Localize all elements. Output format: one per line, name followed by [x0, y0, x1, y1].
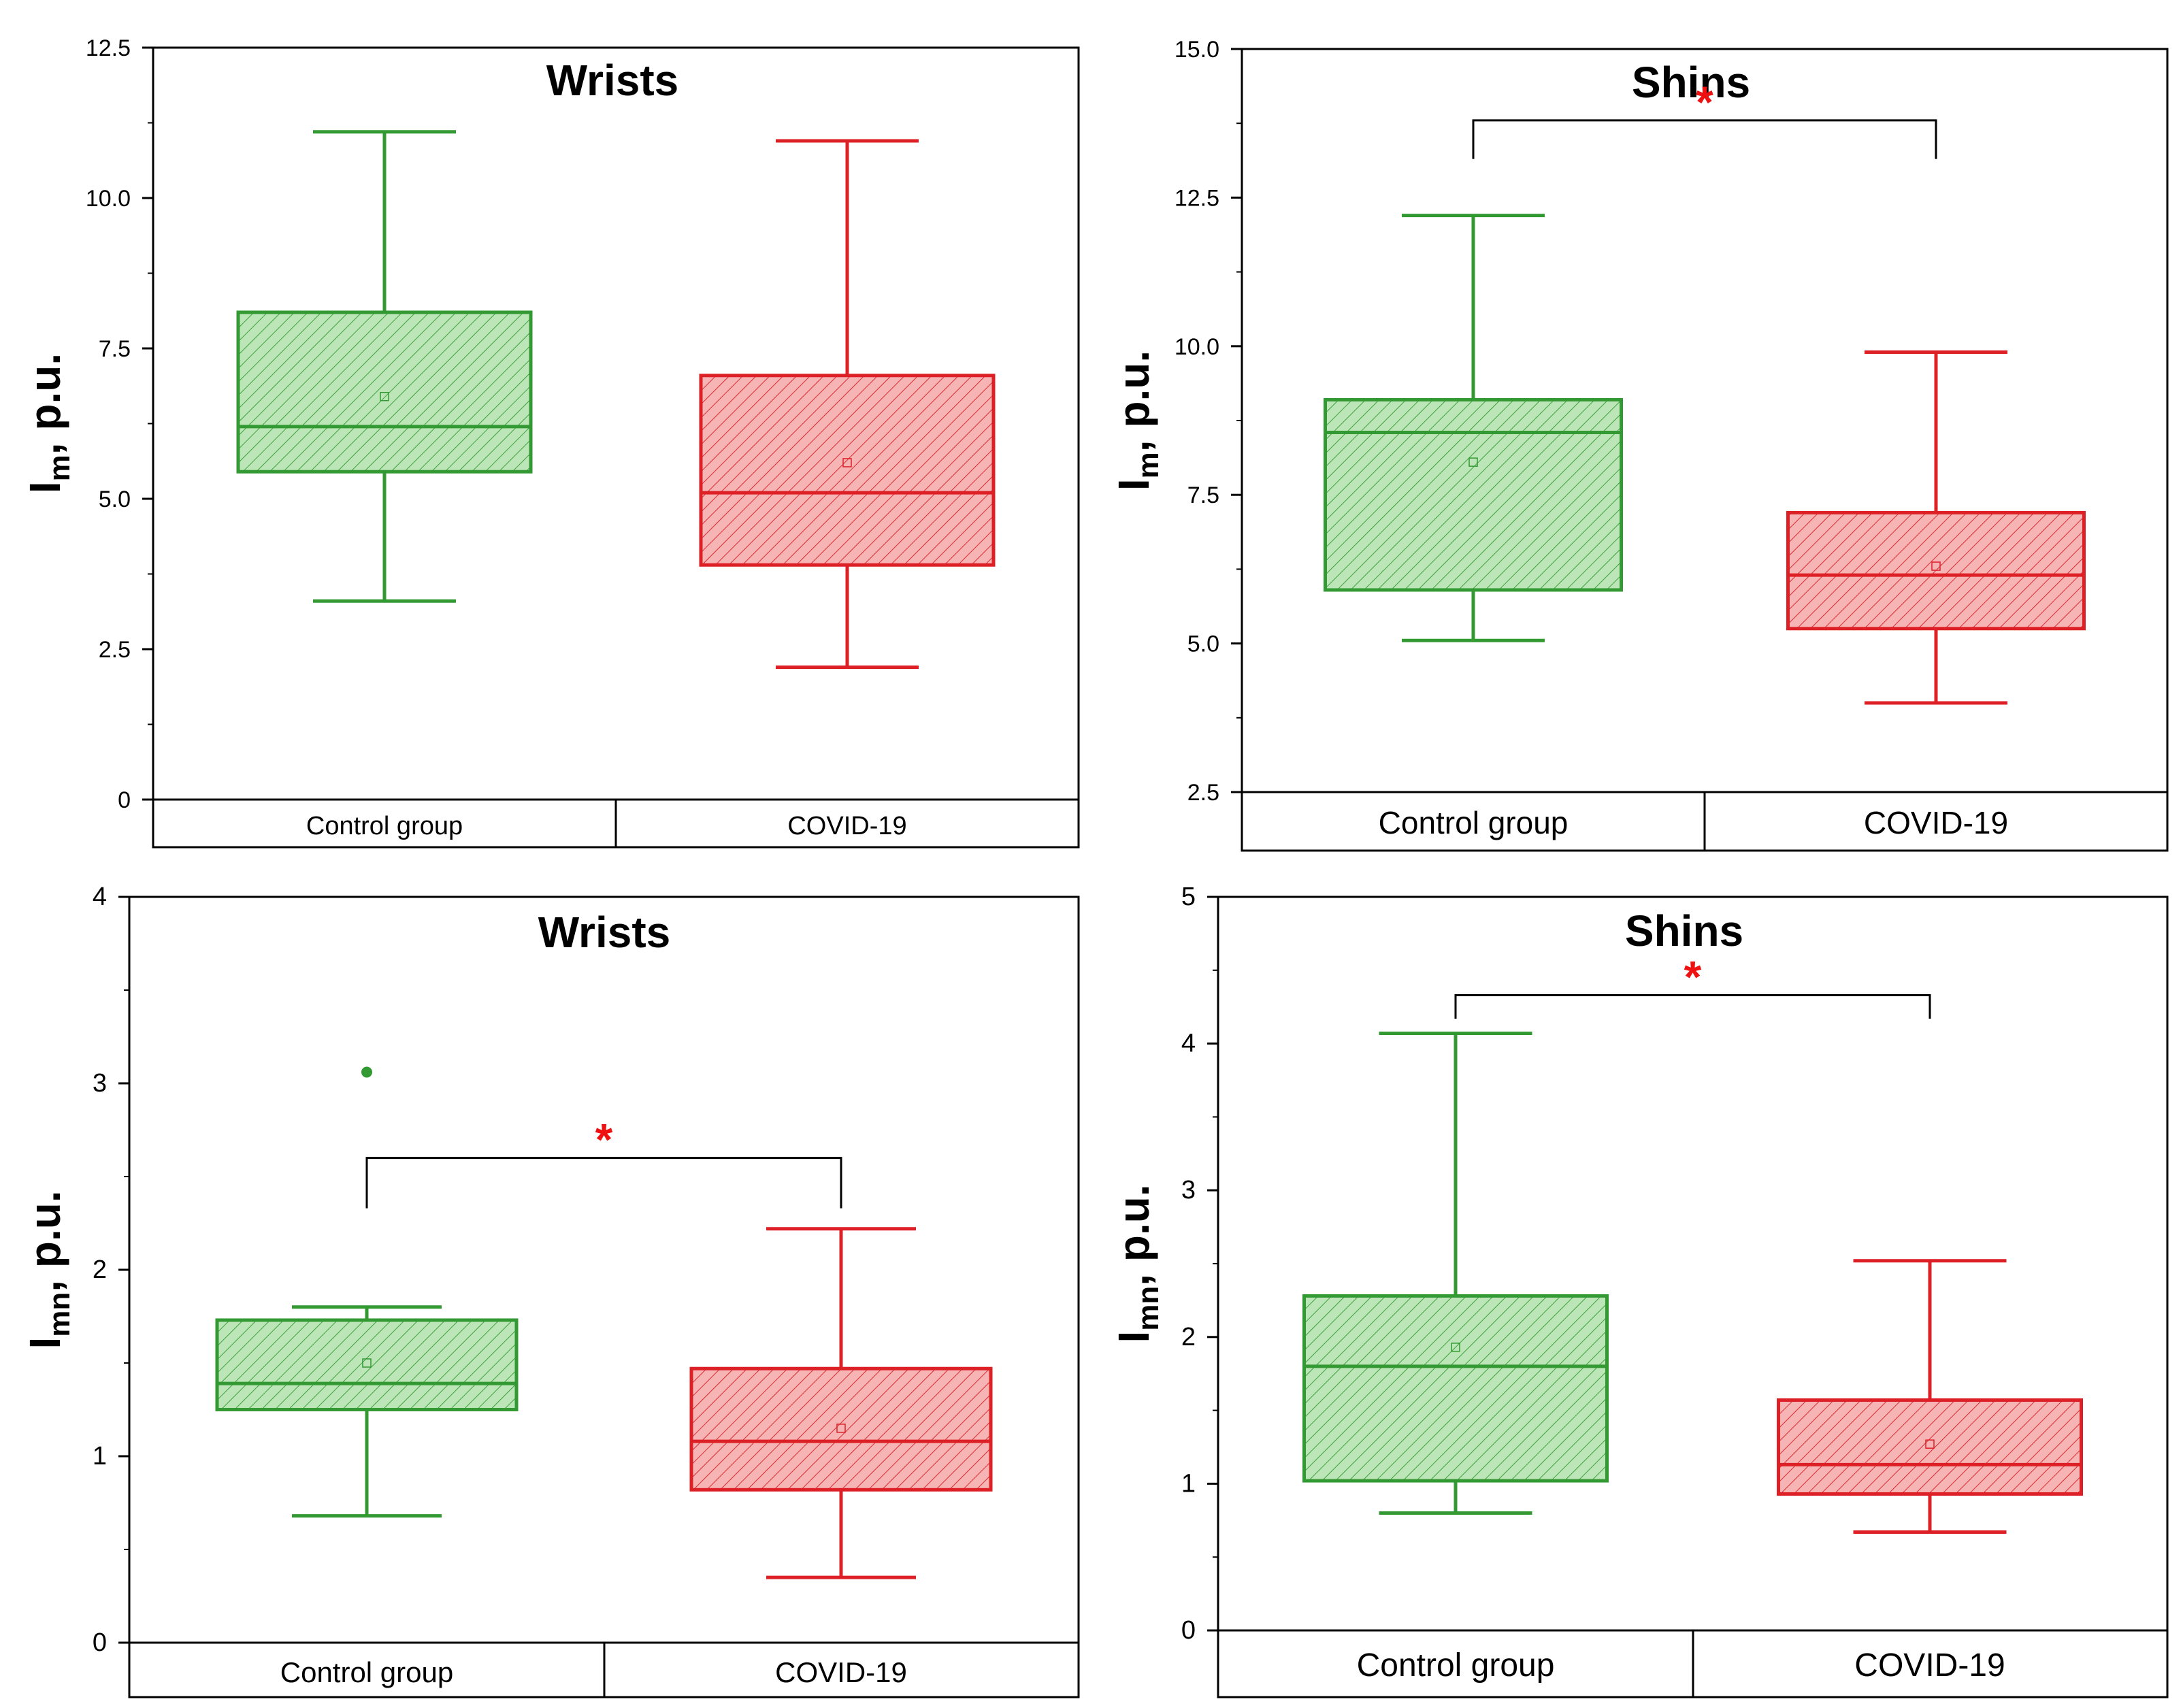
y-tick-label: 4	[1181, 1030, 1196, 1058]
y-tick-label: 4	[93, 883, 107, 911]
y-ticks: 0 1 2 3 4	[93, 883, 129, 1657]
y-tick-label: 10.0	[1175, 334, 1219, 360]
chart-title: Wrists	[546, 56, 678, 105]
y-tick-label: 0	[1181, 1616, 1196, 1645]
y-tick-label: 0	[93, 1628, 107, 1657]
y-tick-label: 12.5	[86, 35, 131, 61]
y-tick-label: 1	[93, 1442, 107, 1471]
box-covid-19	[699, 139, 996, 670]
plot-frame	[128, 896, 1080, 1644]
y-tick-label: 7.5	[99, 336, 131, 362]
y-ticks: 0 1 2 3 4 5	[1181, 883, 1218, 1645]
box-covid-19	[689, 1227, 993, 1579]
box-covid-19	[1777, 1259, 2083, 1534]
y-ticks: 2.5 5.0 7.5 10.0 12.5 15.0	[1175, 37, 1242, 806]
chart-panel-wrists-im: Control group COVID-19 Wrists Im, p.u. 0…	[20, 35, 1080, 849]
box-iqr	[1777, 1398, 2083, 1496]
y-axis-label-subscript: mn	[43, 1292, 76, 1337]
y-axis-label-unit: , p.u.	[1109, 350, 1158, 452]
y-tick-label: 1	[1181, 1469, 1196, 1498]
significance-star: *	[1696, 77, 1713, 127]
significance-star: *	[595, 1115, 613, 1165]
box-control-group	[1324, 214, 1623, 642]
y-tick-label: 5.0	[1187, 631, 1219, 657]
chart-panel-wrists-imn: Control group COVID-19 Wrists Imn, p.u. …	[20, 883, 1080, 1698]
y-tick-label: 12.5	[1175, 185, 1219, 211]
category-label-control: Control group	[306, 812, 463, 840]
y-axis-label-subscript: mn	[1132, 1286, 1165, 1331]
mean-marker	[1468, 457, 1478, 467]
box-control-group	[236, 130, 533, 603]
boxes	[215, 1066, 993, 1579]
significance-annotation: *	[1454, 951, 1931, 1019]
y-tick-label: 3	[93, 1069, 107, 1098]
y-axis-label-subscript: m	[1132, 452, 1165, 478]
box-iqr	[215, 1318, 519, 1411]
y-tick-label: 7.5	[1187, 482, 1219, 508]
category-label-covid: COVID-19	[1864, 805, 2008, 840]
box-iqr	[689, 1366, 993, 1492]
boxes	[236, 130, 996, 670]
y-axis-label-main: I	[1109, 478, 1158, 491]
y-axis-label: Imn, p.u.	[20, 1190, 76, 1349]
box-iqr	[699, 374, 996, 567]
box-covid-19	[1786, 350, 2086, 705]
y-ticks: 0 2.5 5.0 7.5 10.0 12.5	[86, 35, 153, 813]
category-label-control: Control group	[1357, 1647, 1555, 1684]
boxes	[1324, 214, 2086, 705]
significance-annotation: *	[1472, 77, 1937, 159]
significance-bracket	[1472, 119, 1937, 159]
mean-marker	[1925, 1439, 1935, 1449]
category-label-control: Control group	[1379, 805, 1569, 840]
y-axis-label-unit: , p.u.	[1109, 1184, 1158, 1285]
y-tick-label: 3	[1181, 1176, 1196, 1204]
y-tick-label: 10.0	[86, 186, 131, 212]
y-axis-label-subscript: m	[43, 455, 76, 481]
y-axis-label: Im, p.u.	[1109, 350, 1165, 491]
outlier-point	[361, 1066, 372, 1078]
mean-marker	[380, 391, 389, 401]
y-axis-label: Im, p.u.	[20, 353, 76, 493]
y-axis-label-main: I	[20, 1337, 69, 1349]
y-tick-label: 5.0	[99, 487, 131, 512]
category-label-covid: COVID-19	[787, 812, 906, 840]
category-label-control: Control group	[280, 1656, 453, 1688]
mean-marker	[1451, 1343, 1460, 1352]
mean-marker	[836, 1424, 846, 1433]
y-tick-label: 2.5	[99, 637, 131, 663]
significance-star: *	[1684, 951, 1702, 1002]
y-tick-label: 2	[1181, 1323, 1196, 1351]
y-axis-label-main: I	[20, 481, 69, 493]
chart-title: Wrists	[538, 908, 670, 957]
significance-annotation: *	[365, 1115, 842, 1209]
y-tick-label: 5	[1181, 883, 1196, 911]
box-iqr	[1302, 1294, 1609, 1483]
chart-title: Shins	[1625, 906, 1743, 955]
mean-marker	[1931, 561, 1941, 571]
y-axis-label-main: I	[1109, 1331, 1158, 1343]
y-tick-label: 2	[93, 1255, 107, 1284]
mean-marker	[362, 1358, 372, 1368]
y-tick-label: 2.5	[1187, 780, 1219, 806]
y-tick-label: 15.0	[1175, 37, 1219, 63]
chart-panel-shins-imn: Control group COVID-19 Shins Imn, p.u. 0…	[1109, 883, 2169, 1698]
significance-bracket	[365, 1157, 842, 1209]
y-tick-label: 0	[118, 787, 131, 813]
significance-bracket	[1454, 993, 1931, 1019]
y-axis-label-unit: , p.u.	[20, 353, 69, 455]
box-control-group	[1302, 1032, 1609, 1515]
category-label-covid: COVID-19	[1854, 1647, 2005, 1684]
chart-panel-shins-im: Control group COVID-19 Shins Im, p.u. 2.…	[1109, 37, 2169, 852]
mean-marker	[842, 458, 852, 467]
plot-frame	[1217, 896, 2169, 1632]
y-axis-label: Imn, p.u.	[1109, 1184, 1165, 1343]
y-axis-label-unit: , p.u.	[20, 1190, 69, 1292]
boxes	[1302, 1032, 2083, 1534]
box-control-group	[215, 1066, 519, 1518]
category-label-covid: COVID-19	[775, 1656, 907, 1688]
box-iqr	[1324, 397, 1623, 592]
chart-title: Shins	[1632, 58, 1750, 107]
